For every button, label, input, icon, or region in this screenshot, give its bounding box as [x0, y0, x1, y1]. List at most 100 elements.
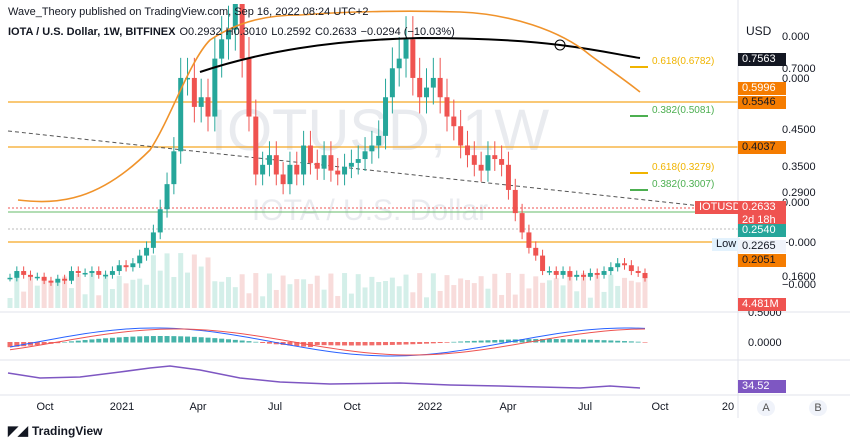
macd-histogram-bar [185, 336, 191, 343]
high-value: H0.3010 [225, 26, 268, 38]
macd-histogram-bar [485, 340, 491, 343]
volume-bar [41, 278, 47, 308]
macd-histogram-bar [123, 336, 129, 343]
tradingview-logo[interactable]: ◤◢ TradingView [8, 423, 102, 439]
candle-body [410, 39, 416, 78]
volume-bar [615, 285, 621, 308]
candle-body [622, 263, 628, 266]
candle-body [348, 162, 354, 167]
macd-histogram-bar [219, 338, 225, 343]
price-tag: 0.2540 [738, 224, 786, 237]
candle-body [615, 263, 621, 268]
candle-body [260, 164, 266, 175]
volume-bar [499, 294, 505, 308]
candle-body [342, 166, 348, 175]
volume-bar [383, 280, 389, 308]
macd-histogram-bar [130, 336, 136, 343]
volume-bar [191, 254, 197, 308]
macd-histogram-bar [321, 342, 327, 346]
candle-body [253, 116, 259, 175]
candle-body [505, 164, 511, 190]
volume-bar [103, 273, 109, 308]
macd-histogram-bar [287, 342, 293, 346]
volume-bar [417, 273, 423, 308]
candle-body [287, 164, 293, 185]
candle-body [533, 247, 539, 256]
volume-bar [369, 276, 375, 308]
volume-bar [205, 257, 211, 308]
volume-bar [232, 287, 238, 308]
auto-scale-button[interactable]: A [757, 400, 775, 416]
volume-bar [471, 283, 477, 308]
macd-histogram-bar [137, 336, 143, 343]
volume-bar [574, 291, 580, 308]
candle-body [55, 278, 61, 283]
price-tick-label: −0.000 [782, 279, 816, 291]
candle-body [608, 267, 614, 272]
candle-body [628, 265, 634, 272]
candle-body [7, 277, 13, 280]
rsi-line [7, 365, 641, 389]
candle-body [376, 135, 382, 146]
price-tick-label: 0.2900 [782, 187, 816, 199]
candle-body [219, 39, 225, 59]
candle-body [198, 97, 204, 107]
volume-bar [14, 273, 20, 308]
macd-histogram-bar [567, 339, 573, 343]
candle-body [321, 155, 327, 169]
macd-histogram-bar [301, 342, 307, 347]
log-scale-button[interactable]: B [809, 400, 827, 416]
price-tag: 0.5546 [738, 96, 786, 109]
volume-bar [144, 284, 150, 308]
volume-bar [505, 273, 511, 308]
candle-body [178, 77, 184, 152]
candle-body [478, 164, 484, 171]
candle-body [294, 164, 300, 175]
volume-bar [519, 273, 525, 308]
volume-histogram [7, 253, 648, 308]
volume-bar [540, 282, 546, 308]
macd-histogram-bar [451, 341, 457, 343]
candle-body [75, 271, 81, 273]
volume-bar [403, 274, 409, 308]
volume-bar [219, 281, 225, 308]
macd-histogram-bar [410, 342, 416, 345]
macd-histogram-bar [198, 337, 204, 343]
macd-histogram-bar [444, 342, 450, 343]
volume-bar [34, 285, 40, 308]
time-tick-label: Apr [189, 401, 206, 413]
macd-histogram-bar [369, 342, 375, 346]
price-tick-label: 0.3500 [782, 161, 816, 173]
candle-body [68, 271, 74, 281]
volume-bar [55, 282, 61, 308]
candle-body [21, 271, 27, 275]
fibonacci-levels: 0.618(0.6782) 0.382(0.5081) 0.618(0.3279) 0… [630, 56, 714, 191]
candle-body [123, 265, 129, 268]
volume-bar [444, 275, 450, 308]
price-tag: 2d 18h [738, 214, 786, 227]
watermark-ticker: IOTUSD, 1W [211, 98, 550, 163]
macd-histogram-bar [171, 336, 177, 343]
candle-body [246, 58, 252, 117]
symbol-label[interactable]: IOTA / U.S. Dollar, 1W, BITFINEX [8, 26, 176, 38]
volume-bar [594, 273, 600, 308]
volume-bar [273, 289, 279, 308]
candle-body [635, 271, 641, 273]
volume-bar [164, 253, 170, 308]
change-value: −0.0294 (−10.03%) [360, 26, 455, 38]
currency-label[interactable]: USD [746, 24, 772, 38]
volume-bar [21, 291, 27, 308]
price-tick-label: 0.7000 [782, 63, 816, 75]
candle-body [103, 274, 109, 277]
candle-body [212, 58, 218, 117]
price-tag: Low [712, 238, 740, 251]
macd-histogram-bar [526, 339, 532, 343]
macd-histogram-bar [342, 342, 348, 346]
candle-body [451, 116, 457, 127]
price-tag: 0.2051 [738, 254, 786, 267]
candle-body [116, 265, 122, 272]
macd-histogram-bar [628, 341, 634, 343]
macd-histogram-bar [601, 340, 607, 343]
volume-bar [389, 277, 395, 308]
